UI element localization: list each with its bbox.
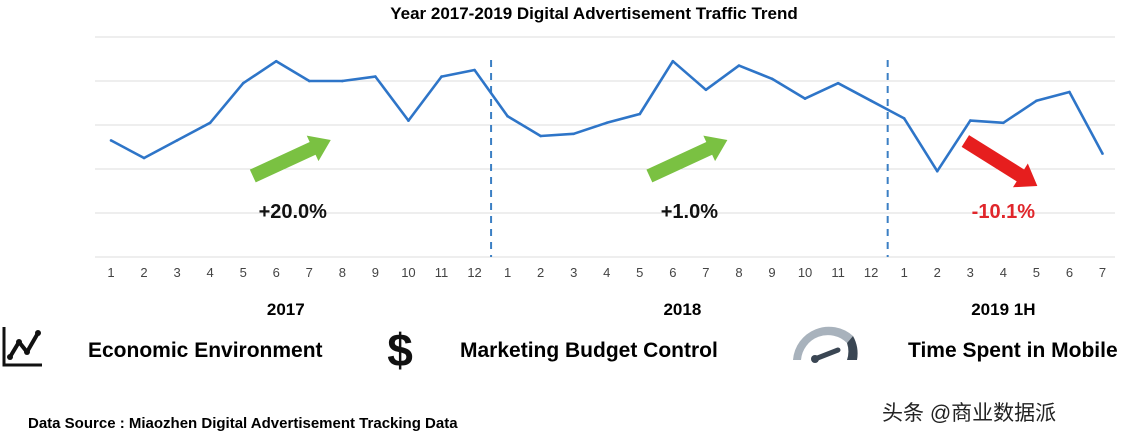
data-point [836,81,840,85]
data-point [770,77,774,81]
data-point [935,169,939,173]
x-tick-label: 1 [107,265,114,280]
data-point [274,59,278,63]
x-tick-label: 7 [1099,265,1106,280]
x-tick-label: 3 [173,265,180,280]
x-tick-label: 4 [207,265,214,280]
trend-arrow-shape [961,135,1038,188]
x-tick-label: 6 [1066,265,1073,280]
x-tick-label: 5 [1033,265,1040,280]
x-tick-label: 11 [831,265,845,280]
x-tick-label: 2 [934,265,941,280]
x-tick-label: 7 [306,265,313,280]
x-tick-label: 9 [768,265,775,280]
data-point [473,68,476,72]
change-label: -10.1% [972,201,1036,223]
trend-lines [109,59,1104,173]
data-point [142,156,146,160]
trend-arrow-shape [646,135,728,183]
chart-title: Year 2017-2019 Digital Advertisement Tra… [390,4,798,23]
x-tick-label: 1 [504,265,511,280]
data-point [506,114,509,118]
year-label: 2017 [267,300,305,319]
factor-label-mobile: Time Spent in Mobile [908,339,1118,362]
data-point [803,97,807,100]
trend-arrows [249,135,1038,188]
data-point [902,117,906,120]
x-tick-label: 8 [735,265,742,280]
x-tick-label: 10 [401,265,415,280]
x-tick-label: 4 [1000,265,1007,280]
trend-arrow-shape [249,135,331,183]
trend-arrow [646,135,728,183]
watermark: 头条 @商业数据派 [882,402,1056,425]
data-point [440,75,443,78]
x-tick-label: 12 [467,265,481,280]
x-tick-label: 6 [273,265,280,280]
x-tick-label: 2 [537,265,544,280]
data-point [1068,90,1071,94]
data-point [869,99,873,103]
x-tick-label: 2 [140,265,147,280]
dollar-icon: $ [387,324,413,376]
data-point [671,59,675,63]
x-tick-label: 7 [702,265,709,280]
x-tick-label: 5 [240,265,247,280]
data-point [308,79,311,83]
data-point [605,121,609,125]
trend-arrow [961,135,1038,188]
data-point [1035,99,1038,103]
data-point [969,119,972,122]
data-point [109,139,113,142]
line-chart-icon [2,327,42,367]
trend-arrow [249,135,331,183]
data-point [737,64,741,67]
year-label: 2019 1H [971,300,1035,319]
data-point [638,112,642,116]
series-line [110,59,1104,173]
gauge-icon [793,326,858,363]
change-label: +20.0% [259,201,328,223]
x-tick-label: 10 [798,265,812,280]
data-point [704,88,708,92]
data-point [572,132,575,136]
x-tick-label: 6 [669,265,676,280]
year-label: 2018 [663,300,701,319]
data-point [1101,152,1104,155]
data-point [374,75,377,78]
data-point [241,81,245,85]
x-tick-label: 8 [339,265,346,280]
x-tick-label: 4 [603,265,610,280]
data-source: Data Source : Miaozhen Digital Advertise… [28,415,458,432]
change-label: +1.0% [661,201,718,223]
x-tick-label: 1 [901,265,908,280]
svg-text:$: $ [387,324,413,376]
change-labels: +20.0% +1.0% -10.1% [259,201,1036,223]
factor-label-economic: Economic Environment [88,339,323,362]
x-tick-labels: 1 2 3 4 5 6 7 8 9 10 11 12 1 2 3 4 5 6 7 8 9 10 11 12 1 2 3 4 5 6 7 [107,265,1106,280]
x-tick-label: 3 [967,265,974,280]
data-point [208,121,212,125]
data-point [539,134,542,138]
x-tick-label: 5 [636,265,643,280]
data-point [407,119,410,122]
year-labels: 2017 2018 2019 1H [267,300,1036,319]
x-tick-label: 3 [570,265,577,280]
data-point [341,79,344,83]
data-point [1002,121,1005,125]
x-tick-label: 9 [372,265,379,280]
x-tick-label: 12 [864,265,878,280]
data-point [175,139,179,142]
factor-label-budget: Marketing Budget Control [460,339,718,362]
x-tick-label: 11 [435,265,449,280]
